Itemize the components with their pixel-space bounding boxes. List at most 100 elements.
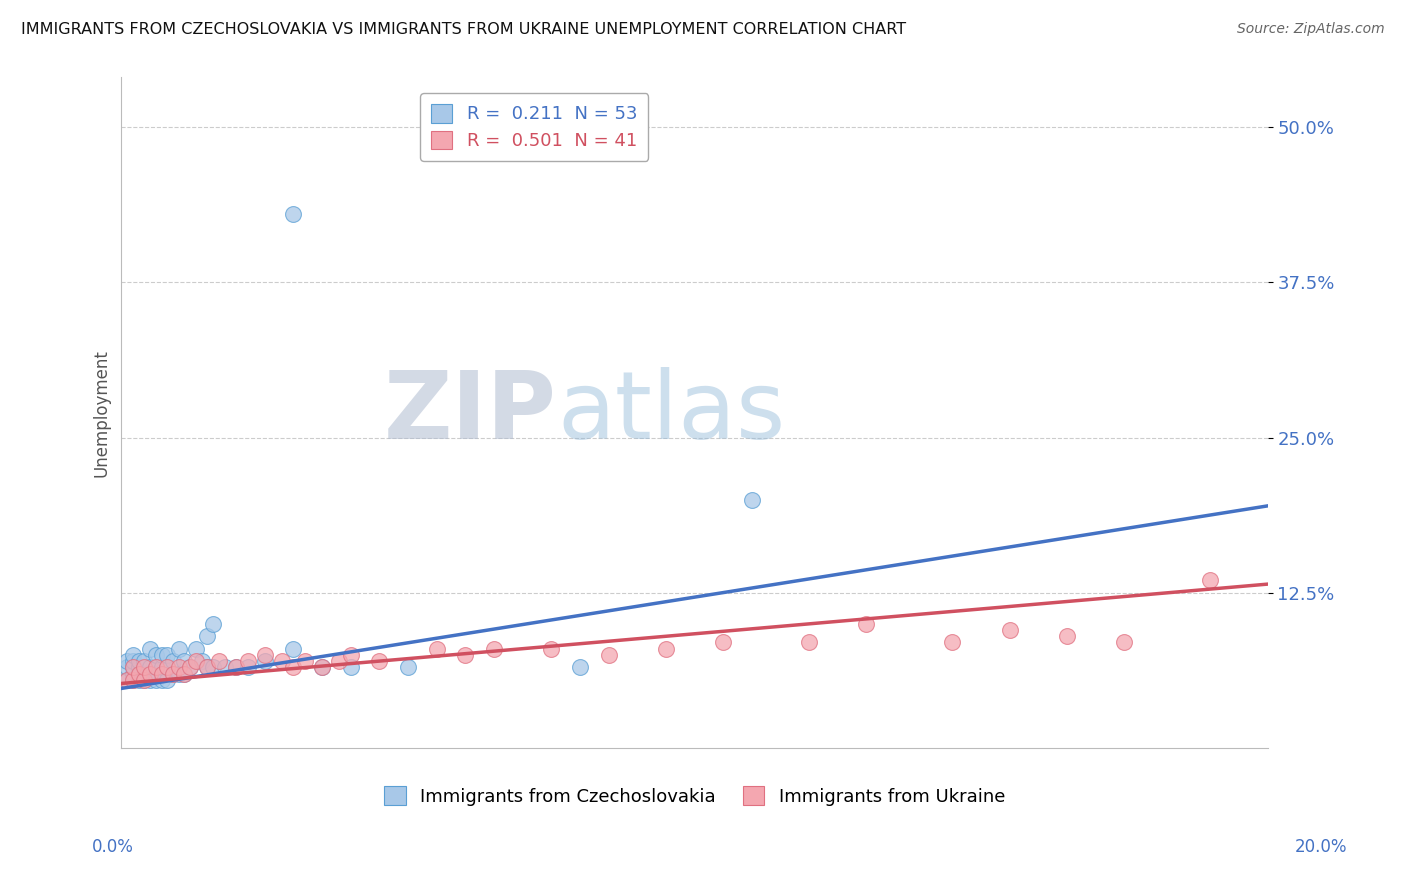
Text: 20.0%: 20.0% [1295,838,1347,856]
Point [294,654,316,668]
Point [197,660,219,674]
Point [156,660,179,674]
Point [167,666,190,681]
Text: 0.0%: 0.0% [91,838,134,856]
Point [150,648,173,662]
Point [339,660,361,674]
Point [339,648,361,662]
Point [122,660,145,674]
Point [214,660,236,674]
Y-axis label: Unemployment: Unemployment [93,349,110,476]
Point [311,660,333,674]
Point [162,654,184,668]
Point [271,654,294,668]
Point [128,673,150,687]
Point [426,641,449,656]
Point [454,648,477,662]
Point [115,673,138,687]
Point [139,666,162,681]
Point [368,654,391,668]
Point [283,207,305,221]
Point [225,660,247,674]
Point [855,616,877,631]
Point [184,641,207,656]
Point [179,660,201,674]
Point [179,660,201,674]
Point [1114,635,1136,649]
Point [167,641,190,656]
Point [134,660,156,674]
Point [799,635,821,649]
Point [655,641,678,656]
Point [253,648,276,662]
Point [139,660,162,674]
Point [150,666,173,681]
Point [328,654,350,668]
Point [115,673,138,687]
Point [128,660,150,674]
Point [156,673,179,687]
Point [598,648,620,662]
Point [184,654,207,668]
Point [998,623,1021,637]
Point [225,660,247,674]
Text: atlas: atlas [557,367,786,458]
Point [122,673,145,687]
Point [128,666,150,681]
Point [540,641,562,656]
Point [711,635,734,649]
Point [1199,574,1222,588]
Point [941,635,963,649]
Point [115,654,138,668]
Point [236,660,259,674]
Point [115,660,138,674]
Point [283,660,305,674]
Text: Source: ZipAtlas.com: Source: ZipAtlas.com [1237,22,1385,37]
Point [156,648,179,662]
Point [167,660,190,674]
Point [139,641,162,656]
Point [134,673,156,687]
Point [741,492,763,507]
Point [197,660,219,674]
Point [139,673,162,687]
Point [128,654,150,668]
Point [145,660,167,674]
Point [202,616,225,631]
Point [202,660,225,674]
Legend: Immigrants from Czechoslovakia, Immigrants from Ukraine: Immigrants from Czechoslovakia, Immigran… [377,779,1012,813]
Point [145,660,167,674]
Point [134,654,156,668]
Point [145,673,167,687]
Point [197,629,219,643]
Point [122,654,145,668]
Point [162,666,184,681]
Point [162,666,184,681]
Point [396,660,419,674]
Point [145,666,167,681]
Point [568,660,591,674]
Text: ZIP: ZIP [384,367,557,458]
Point [150,660,173,674]
Point [283,641,305,656]
Point [134,666,156,681]
Point [122,673,145,687]
Point [482,641,505,656]
Point [122,648,145,662]
Point [190,654,212,668]
Point [173,654,195,668]
Text: IMMIGRANTS FROM CZECHOSLOVAKIA VS IMMIGRANTS FROM UKRAINE UNEMPLOYMENT CORRELATI: IMMIGRANTS FROM CZECHOSLOVAKIA VS IMMIGR… [21,22,907,37]
Point [236,654,259,668]
Point [1056,629,1078,643]
Point [156,660,179,674]
Point [173,666,195,681]
Point [208,654,231,668]
Point [122,660,145,674]
Point [173,666,195,681]
Point [134,673,156,687]
Point [128,666,150,681]
Point [253,654,276,668]
Point [145,648,167,662]
Point [122,666,145,681]
Point [139,666,162,681]
